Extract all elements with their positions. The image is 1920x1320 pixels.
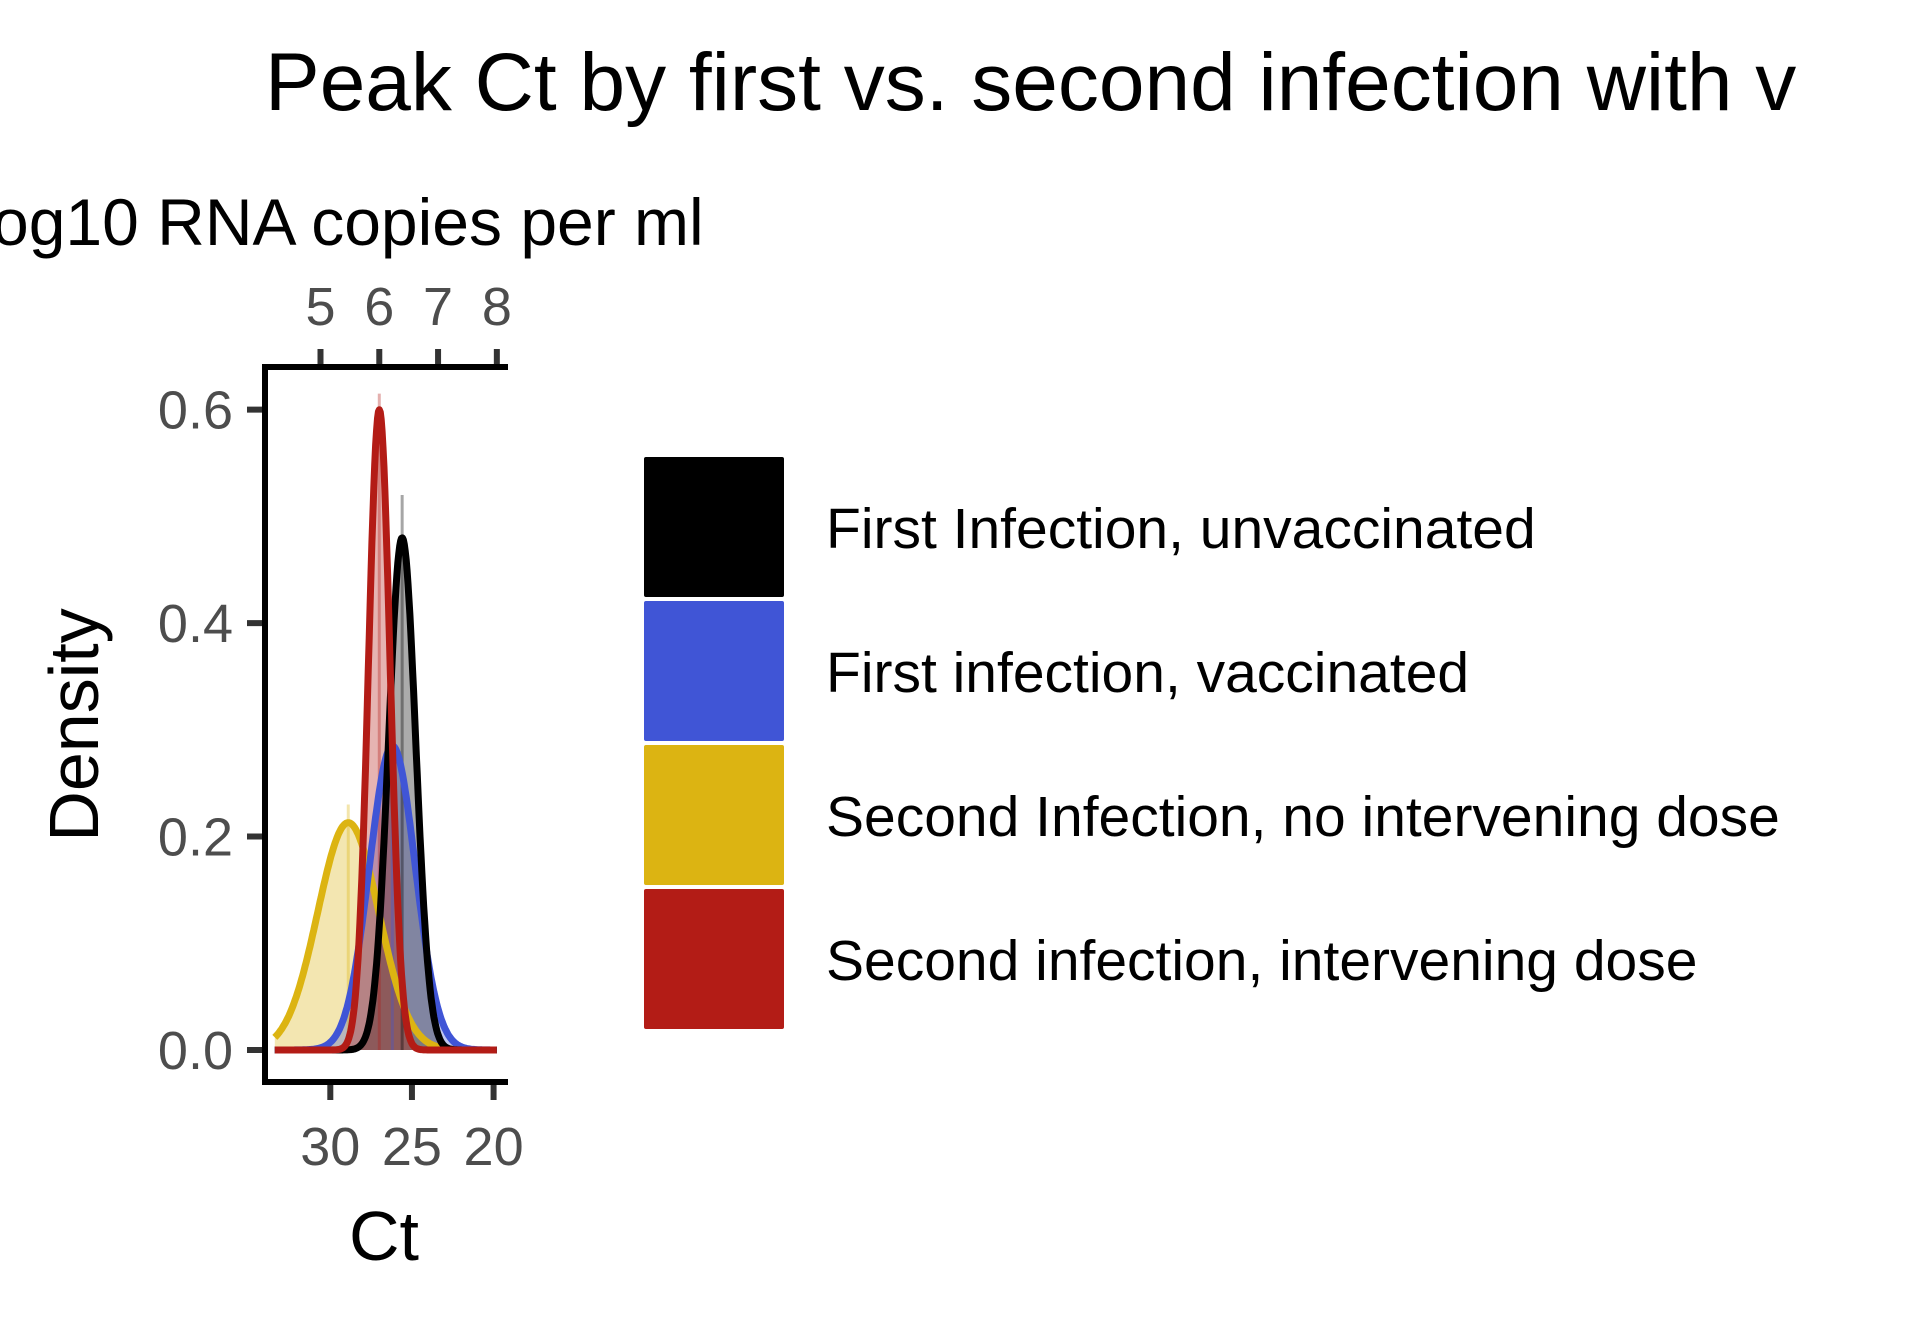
x-axis-title: Ct <box>349 1197 419 1275</box>
legend-swatch-first-infection-unvaccinated <box>642 455 786 599</box>
density-fill-first-infection-vaccinated <box>274 745 497 1050</box>
y-tick-label: 0.4 <box>158 594 233 654</box>
secondary-x-tick-label: 5 <box>305 277 335 337</box>
chart-title: Peak Ct by first vs. second infection wi… <box>265 37 1796 128</box>
legend-label: Second Infection, no intervening dose <box>826 785 1780 849</box>
density-line-second-infection-intervening-dose <box>272 406 500 1054</box>
legend-swatch-first-infection-vaccinated <box>642 599 786 743</box>
x-tick-label: 25 <box>382 1117 442 1177</box>
legend-swatch-second-infection-intervening-dose <box>642 887 786 1031</box>
legend: First Infection, unvaccinated First infec… <box>642 455 1780 1031</box>
legend-label: First infection, vaccinated <box>826 641 1469 705</box>
y-axis: 0.0 0.2 0.4 0.6 <box>158 381 265 1081</box>
secondary-x-tick-label: 8 <box>482 277 512 337</box>
x-tick-label: 20 <box>464 1117 524 1177</box>
secondary-x-tick-label: 7 <box>423 277 453 337</box>
legend-label: First Infection, unvaccinated <box>826 497 1536 561</box>
legend-label: Second infection, intervening dose <box>826 929 1697 993</box>
y-tick-label: 0.0 <box>158 1021 233 1081</box>
secondary-axis-title: og10 RNA copies per ml <box>0 185 704 259</box>
x-axis: 30 25 20 <box>300 1082 524 1177</box>
density-fill-second-infection-no-intervening-dose <box>274 822 497 1050</box>
y-tick-label: 0.2 <box>158 808 233 868</box>
density-lines <box>272 406 500 1054</box>
y-axis-title: Density <box>35 608 113 841</box>
secondary-x-tick-label: 6 <box>364 277 394 337</box>
legend-swatch-second-infection-no-intervening-dose <box>642 743 786 887</box>
x-tick-label: 30 <box>300 1117 360 1177</box>
y-tick-label: 0.6 <box>158 381 233 441</box>
